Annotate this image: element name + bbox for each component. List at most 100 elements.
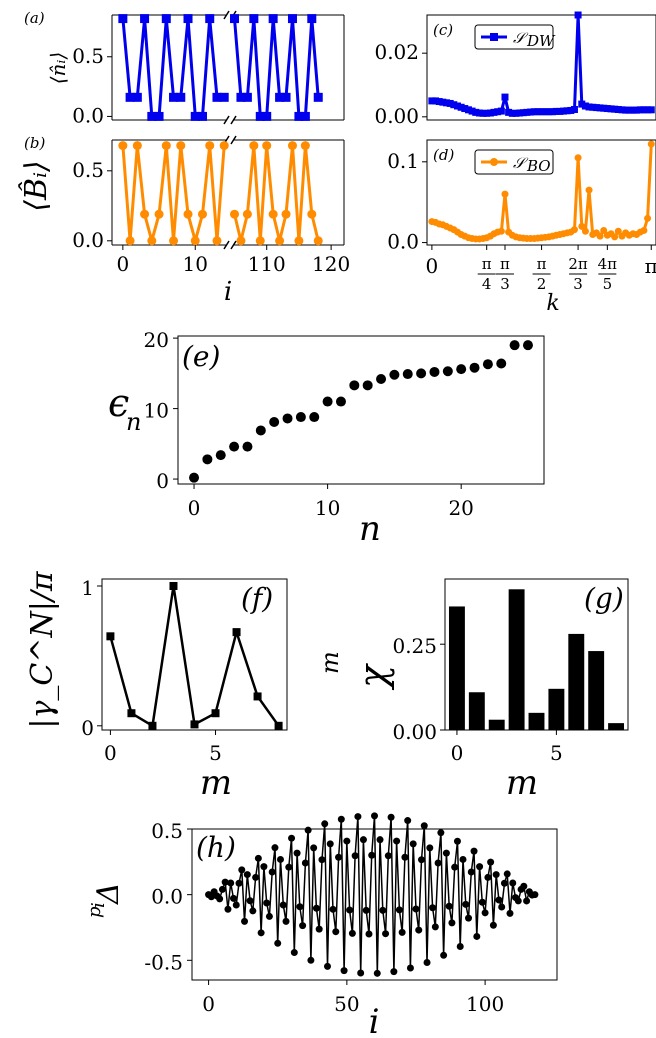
data-point <box>125 236 135 246</box>
xtick-label: 0 <box>104 741 117 765</box>
data-point <box>154 111 164 121</box>
data-point <box>589 103 597 111</box>
data-point <box>242 92 252 102</box>
data-point <box>429 366 440 377</box>
data-point <box>301 859 309 867</box>
ytick-label: 0.0 <box>72 228 104 252</box>
data-point <box>287 14 297 24</box>
data-point <box>523 897 531 905</box>
data-point <box>230 14 240 24</box>
data-point <box>368 851 376 859</box>
axis-break-mark <box>230 135 237 145</box>
data-point <box>294 111 304 121</box>
data-point <box>241 917 249 925</box>
xtick-label-den: 3 <box>573 275 583 293</box>
data-point <box>387 813 395 821</box>
panel-label-g: (g) <box>584 582 624 615</box>
data-point <box>313 92 323 102</box>
data-point <box>315 925 323 933</box>
data-point <box>534 108 542 116</box>
data-point <box>169 236 179 246</box>
data-point <box>574 11 582 19</box>
data-point <box>640 226 648 234</box>
data-point <box>190 111 200 121</box>
data-point <box>581 227 589 235</box>
data-point <box>235 879 243 887</box>
ylabel-a: ⟨n̂ᵢ⟩ <box>46 52 70 85</box>
xtick-label: 10 <box>183 252 208 276</box>
data-point <box>276 855 284 863</box>
data-point <box>279 901 287 909</box>
data-point <box>268 209 278 219</box>
legend-label-sub: BO <box>526 157 551 175</box>
data-point <box>629 106 637 114</box>
data-point <box>348 929 356 937</box>
data-point <box>506 909 514 917</box>
plot-frame-c <box>426 14 656 121</box>
data-point <box>147 236 157 246</box>
axis-break-mark <box>223 10 230 20</box>
data-point <box>189 472 200 483</box>
ytick-label: 1 <box>81 576 94 600</box>
data-point <box>508 109 516 117</box>
data-point <box>257 929 265 937</box>
data-point <box>497 227 505 235</box>
axis-break-mark <box>230 240 237 250</box>
legend-marker <box>490 158 498 166</box>
data-point <box>462 900 470 908</box>
data-point <box>415 926 423 934</box>
data-point <box>255 236 265 246</box>
data-point <box>520 882 528 890</box>
data-point <box>439 98 447 106</box>
data-point <box>312 904 320 912</box>
xtick-label: 0 <box>426 254 439 278</box>
data-point <box>132 92 142 102</box>
data-point <box>205 141 215 151</box>
data-point <box>432 97 440 105</box>
xtick-label: 5 <box>209 741 222 765</box>
data-point <box>351 852 359 860</box>
data-point <box>176 92 186 102</box>
data-point <box>503 870 511 878</box>
xtick-label-den: 4 <box>482 275 492 293</box>
data-point <box>254 854 262 862</box>
data-point <box>476 863 484 871</box>
data-point <box>523 108 531 116</box>
legend-box <box>474 149 554 175</box>
data-point <box>454 102 462 110</box>
data-point <box>343 837 351 845</box>
data-point <box>288 834 296 842</box>
data-point <box>197 111 207 121</box>
data-point <box>644 214 652 222</box>
ytick-label: 10 <box>144 399 169 423</box>
data-point <box>494 108 502 116</box>
data-point <box>340 967 348 975</box>
xtick-label-num: π <box>500 255 510 273</box>
data-point <box>514 897 522 905</box>
ytick-label: 0.0 <box>151 885 183 909</box>
data-point <box>549 108 557 116</box>
data-point <box>401 853 409 861</box>
data-point <box>563 107 571 115</box>
ytick-label: 0.00 <box>392 720 437 744</box>
data-point <box>585 186 593 194</box>
data-point <box>357 969 365 977</box>
data-point <box>516 109 524 117</box>
ytick-label: -0.5 <box>144 950 183 974</box>
data-point <box>118 141 128 151</box>
data-point <box>132 141 142 151</box>
data-point <box>294 236 304 246</box>
data-point <box>618 106 626 114</box>
data-point <box>300 111 310 121</box>
data-point <box>527 108 535 116</box>
legend-marker <box>490 33 498 41</box>
data-point <box>389 369 400 380</box>
data-point <box>269 416 280 427</box>
ylabel-h: Δ <box>91 882 126 905</box>
data-point <box>274 721 283 730</box>
bar <box>548 688 565 730</box>
data-point <box>625 106 633 114</box>
data-point <box>490 108 498 116</box>
data-point <box>501 93 509 101</box>
data-point <box>271 844 279 852</box>
